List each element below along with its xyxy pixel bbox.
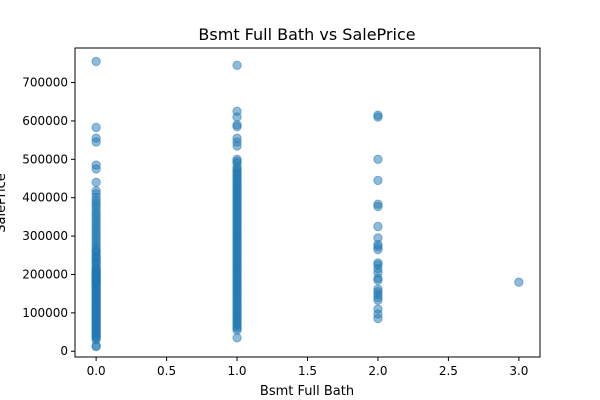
y-tick-label: 100000 bbox=[22, 306, 68, 320]
y-axis-ticks: 0 100000 200000 300000 400000 500000 600000 700… bbox=[22, 76, 75, 358]
data-point bbox=[373, 295, 383, 305]
data-point bbox=[91, 137, 101, 147]
data-point bbox=[91, 56, 101, 67]
data-point bbox=[232, 308, 242, 318]
data-point bbox=[373, 275, 383, 285]
data-point bbox=[91, 331, 101, 342]
data-point bbox=[91, 276, 101, 287]
data-point bbox=[232, 239, 242, 249]
x-axis-label: Bsmt Full Bath bbox=[260, 384, 354, 399]
data-point bbox=[232, 315, 242, 326]
data-point bbox=[91, 341, 101, 352]
data-point bbox=[232, 141, 242, 151]
data-point bbox=[514, 277, 524, 287]
data-point bbox=[91, 177, 101, 188]
data-point bbox=[232, 300, 242, 310]
data-point bbox=[91, 122, 101, 133]
y-tick-label: 300000 bbox=[22, 229, 68, 243]
y-tick-label: 200000 bbox=[22, 267, 68, 281]
data-point bbox=[91, 164, 101, 174]
y-axis-label: SalePrice bbox=[0, 173, 9, 233]
x-tick-label: 0.5 bbox=[157, 364, 176, 378]
data-point bbox=[373, 175, 383, 186]
data-point bbox=[232, 112, 242, 122]
x-tick-label: 2.0 bbox=[368, 364, 387, 378]
data-point bbox=[232, 254, 242, 264]
data-point bbox=[373, 154, 383, 165]
x-tick-label: 2.5 bbox=[439, 364, 458, 378]
chart-title: Bsmt Full Bath vs SalePrice bbox=[198, 25, 415, 44]
data-point bbox=[232, 285, 242, 295]
data-point bbox=[373, 112, 383, 122]
x-tick-label: 1.0 bbox=[227, 364, 246, 378]
data-point bbox=[232, 121, 242, 132]
x-tick-label: 3.0 bbox=[509, 364, 528, 378]
points-layer bbox=[91, 56, 524, 352]
x-axis-ticks: 0.0 0.5 1.0 1.5 2.0 2.5 3.0 bbox=[87, 357, 528, 378]
plot-frame bbox=[74, 47, 541, 358]
y-tick-label: 0 bbox=[60, 344, 68, 358]
x-tick-label: 1.5 bbox=[298, 364, 317, 378]
data-point bbox=[373, 244, 383, 255]
data-point bbox=[232, 333, 242, 343]
data-point bbox=[232, 277, 242, 287]
y-tick-label: 500000 bbox=[22, 152, 68, 166]
data-point bbox=[373, 201, 383, 212]
data-point bbox=[232, 262, 242, 272]
y-tick-label: 600000 bbox=[22, 114, 68, 128]
data-point bbox=[232, 269, 242, 280]
data-point bbox=[232, 60, 242, 70]
y-tick-label: 400000 bbox=[22, 191, 68, 205]
x-tick-label: 0.0 bbox=[87, 364, 106, 378]
data-point bbox=[232, 292, 242, 303]
data-point bbox=[373, 221, 383, 232]
data-point bbox=[232, 246, 242, 257]
data-point bbox=[232, 158, 242, 168]
data-point bbox=[373, 313, 383, 324]
y-tick-label: 700000 bbox=[22, 76, 68, 90]
data-point bbox=[232, 231, 242, 241]
